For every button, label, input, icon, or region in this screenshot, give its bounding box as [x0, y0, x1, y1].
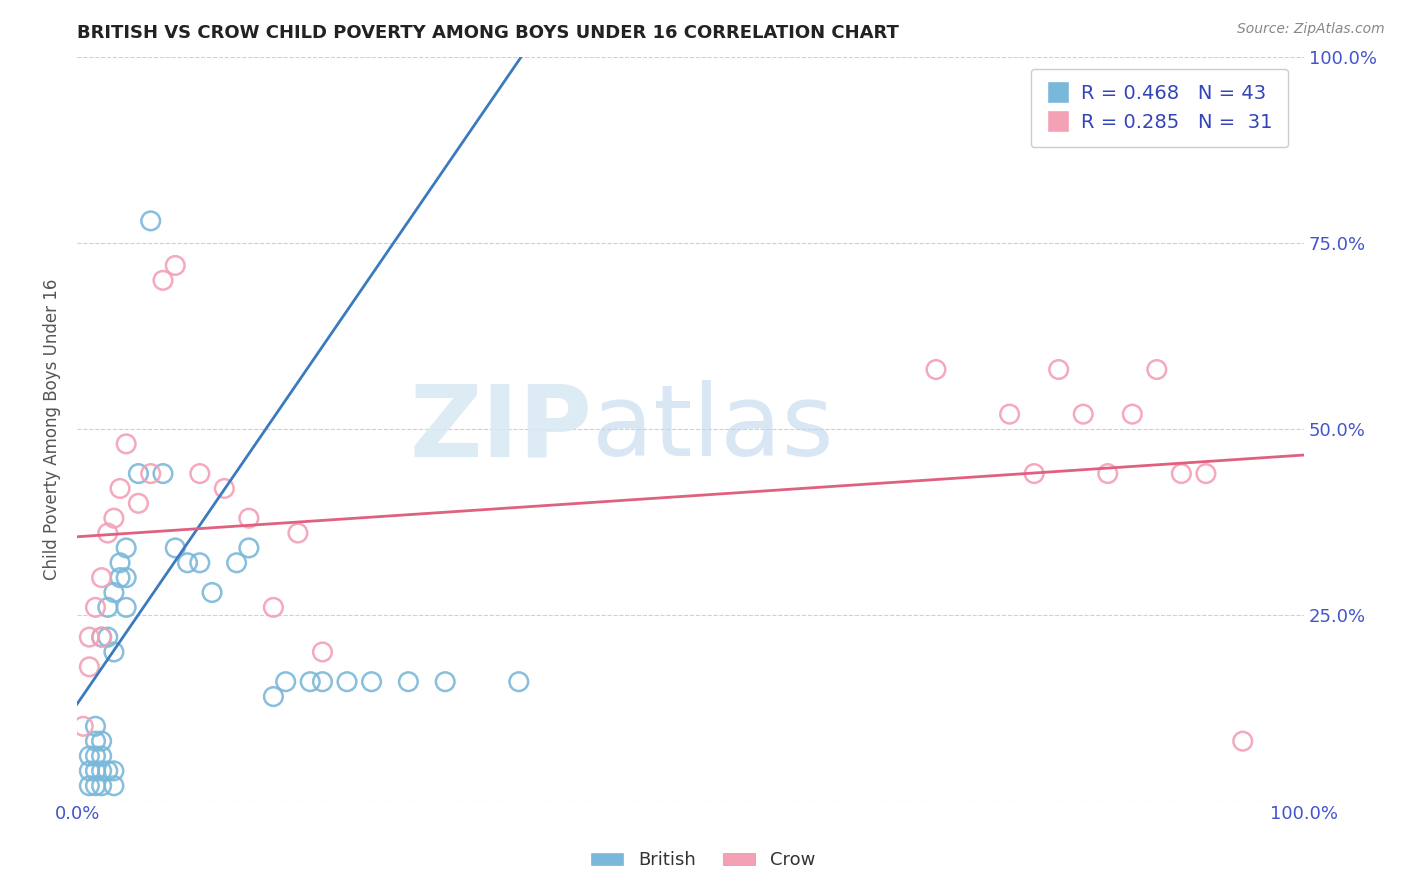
Point — [97, 600, 120, 615]
Point — [90, 764, 112, 778]
Point — [152, 273, 174, 287]
Point — [165, 259, 187, 273]
Point — [1071, 407, 1094, 421]
Point — [84, 734, 107, 748]
Point — [925, 362, 948, 376]
Point — [97, 526, 120, 541]
Point — [90, 630, 112, 644]
Point — [108, 556, 131, 570]
Point — [84, 779, 107, 793]
Point — [139, 467, 162, 481]
Point — [360, 674, 382, 689]
Point — [238, 541, 260, 555]
Point — [1195, 467, 1218, 481]
Point — [396, 674, 419, 689]
Point — [508, 674, 530, 689]
Point — [1170, 467, 1192, 481]
Point — [1232, 734, 1254, 748]
Point — [108, 571, 131, 585]
Point — [79, 779, 101, 793]
Point — [201, 585, 224, 599]
Point — [79, 630, 101, 644]
Point — [97, 630, 120, 644]
Point — [90, 571, 112, 585]
Point — [176, 556, 198, 570]
Point — [311, 674, 333, 689]
Point — [79, 660, 101, 674]
Point — [103, 764, 125, 778]
Text: BRITISH VS CROW CHILD POVERTY AMONG BOYS UNDER 16 CORRELATION CHART: BRITISH VS CROW CHILD POVERTY AMONG BOYS… — [77, 24, 898, 42]
Point — [115, 571, 138, 585]
Point — [103, 511, 125, 525]
Point — [1121, 407, 1143, 421]
Point — [1047, 362, 1070, 376]
Point — [90, 749, 112, 764]
Point — [336, 674, 359, 689]
Point — [311, 645, 333, 659]
Point — [165, 541, 187, 555]
Y-axis label: Child Poverty Among Boys Under 16: Child Poverty Among Boys Under 16 — [44, 278, 60, 580]
Point — [262, 690, 284, 704]
Point — [90, 630, 112, 644]
Point — [103, 585, 125, 599]
Point — [84, 749, 107, 764]
Text: Source: ZipAtlas.com: Source: ZipAtlas.com — [1237, 22, 1385, 37]
Point — [115, 541, 138, 555]
Text: atlas: atlas — [592, 381, 834, 477]
Point — [1097, 467, 1119, 481]
Point — [108, 482, 131, 496]
Point — [127, 467, 149, 481]
Point — [225, 556, 247, 570]
Point — [115, 437, 138, 451]
Legend: R = 0.468   N = 43, R = 0.285   N =  31: R = 0.468 N = 43, R = 0.285 N = 31 — [1031, 69, 1288, 147]
Point — [299, 674, 322, 689]
Point — [103, 779, 125, 793]
Point — [84, 764, 107, 778]
Point — [72, 719, 94, 733]
Point — [998, 407, 1021, 421]
Point — [139, 214, 162, 228]
Point — [434, 674, 457, 689]
Point — [90, 779, 112, 793]
Point — [188, 467, 211, 481]
Point — [152, 467, 174, 481]
Point — [115, 600, 138, 615]
Point — [84, 719, 107, 733]
Point — [238, 511, 260, 525]
Point — [127, 496, 149, 510]
Point — [97, 764, 120, 778]
Point — [103, 645, 125, 659]
Point — [79, 764, 101, 778]
Point — [262, 600, 284, 615]
Point — [79, 749, 101, 764]
Point — [287, 526, 309, 541]
Text: ZIP: ZIP — [409, 381, 592, 477]
Legend: British, Crow: British, Crow — [582, 842, 824, 879]
Point — [84, 600, 107, 615]
Point — [1146, 362, 1168, 376]
Point — [1024, 467, 1046, 481]
Point — [274, 674, 297, 689]
Point — [188, 556, 211, 570]
Point — [90, 734, 112, 748]
Point — [214, 482, 236, 496]
